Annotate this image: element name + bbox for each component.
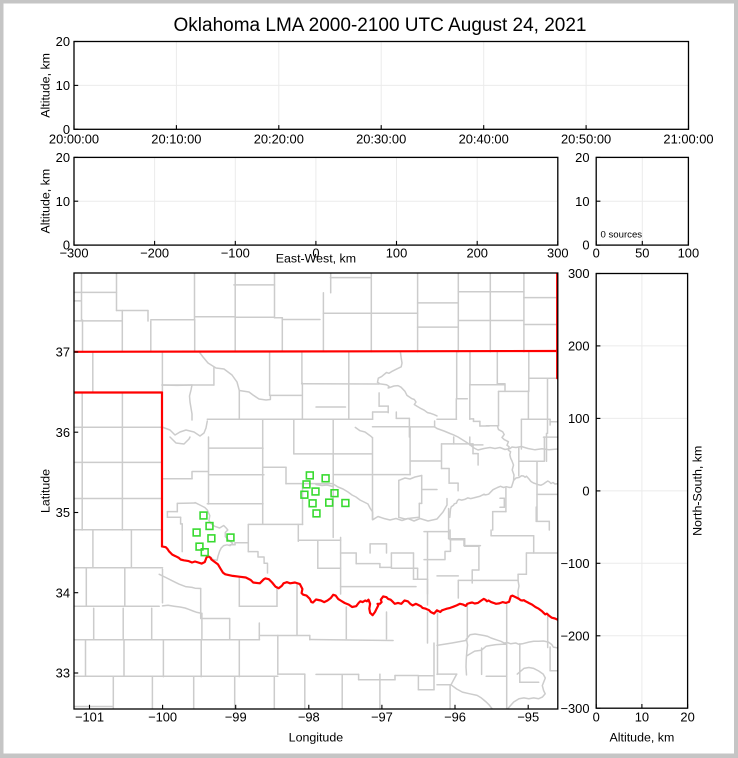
svg-text:300: 300 <box>568 266 590 281</box>
svg-text:0: 0 <box>312 246 319 261</box>
svg-text:0: 0 <box>593 246 600 261</box>
svg-text:−200: −200 <box>560 628 589 643</box>
svg-text:200: 200 <box>568 339 590 354</box>
svg-text:−97: −97 <box>371 709 393 724</box>
svg-text:10: 10 <box>635 709 649 724</box>
svg-text:20:20:00: 20:20:00 <box>254 132 304 147</box>
svg-text:20:00:00: 20:00:00 <box>49 132 99 147</box>
svg-text:0: 0 <box>582 484 589 499</box>
svg-text:36: 36 <box>56 425 70 440</box>
svg-text:21:00:00: 21:00:00 <box>663 132 713 147</box>
svg-text:0 sources: 0 sources <box>601 230 643 241</box>
svg-text:0: 0 <box>63 122 70 137</box>
svg-text:20:30:00: 20:30:00 <box>356 132 406 147</box>
svg-text:33: 33 <box>56 666 70 681</box>
svg-text:−101: −101 <box>75 709 104 724</box>
svg-text:Altitude, km: Altitude, km <box>39 169 53 234</box>
svg-text:−98: −98 <box>298 709 320 724</box>
svg-text:−95: −95 <box>517 709 539 724</box>
svg-text:−300: −300 <box>560 701 589 716</box>
svg-text:Latitude: Latitude <box>39 469 53 513</box>
svg-text:10: 10 <box>56 78 70 93</box>
svg-text:37: 37 <box>56 345 70 360</box>
svg-text:10: 10 <box>56 194 70 209</box>
svg-text:35: 35 <box>56 505 70 520</box>
svg-text:20: 20 <box>575 150 589 165</box>
svg-text:−96: −96 <box>444 709 466 724</box>
svg-text:10: 10 <box>575 194 589 209</box>
svg-text:20: 20 <box>56 34 70 49</box>
svg-text:Longitude: Longitude <box>289 731 344 745</box>
svg-text:−99: −99 <box>225 709 247 724</box>
svg-text:−300: −300 <box>59 246 88 261</box>
svg-text:20:40:00: 20:40:00 <box>459 132 509 147</box>
svg-text:20: 20 <box>56 150 70 165</box>
svg-text:East-West, km: East-West, km <box>276 251 356 265</box>
svg-text:20: 20 <box>680 709 694 724</box>
svg-text:−200: −200 <box>140 246 169 261</box>
svg-text:300: 300 <box>547 246 569 261</box>
svg-text:Altitude, km: Altitude, km <box>39 53 53 118</box>
svg-text:−100: −100 <box>148 709 177 724</box>
svg-text:100: 100 <box>386 246 408 261</box>
svg-text:20:10:00: 20:10:00 <box>151 132 201 147</box>
svg-text:−100: −100 <box>221 246 250 261</box>
svg-text:100: 100 <box>568 411 590 426</box>
svg-text:Oklahoma LMA 2000-2100 UTC Aug: Oklahoma LMA 2000-2100 UTC August 24, 20… <box>174 15 587 36</box>
svg-text:North-South, km: North-South, km <box>691 446 705 536</box>
svg-text:50: 50 <box>635 246 649 261</box>
svg-text:34: 34 <box>56 585 70 600</box>
svg-text:100: 100 <box>678 246 700 261</box>
svg-text:−100: −100 <box>560 556 589 571</box>
svg-text:Altitude, km: Altitude, km <box>610 731 675 745</box>
svg-text:200: 200 <box>466 246 488 261</box>
svg-text:20:50:00: 20:50:00 <box>561 132 611 147</box>
svg-text:0: 0 <box>63 238 70 253</box>
svg-text:0: 0 <box>582 238 589 253</box>
svg-text:0: 0 <box>593 709 600 724</box>
